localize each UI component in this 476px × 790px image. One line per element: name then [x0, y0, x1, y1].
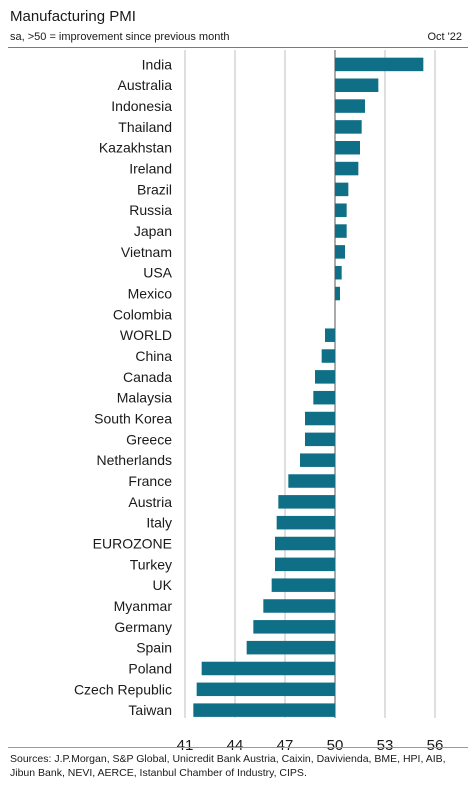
category-label-india: India [142, 56, 173, 72]
x-tick-label-47: 47 [277, 737, 294, 754]
bar-world [325, 328, 335, 342]
category-label-thailand: Thailand [118, 119, 172, 135]
bar-kazakhstan [335, 140, 360, 155]
x-tick-label-53: 53 [377, 737, 394, 754]
bar-myanmar [263, 599, 335, 613]
x-tick-label-50: 50 [327, 737, 344, 754]
bar-uk [271, 578, 335, 592]
category-label-canada: Canada [123, 369, 172, 385]
category-label-myanmar: Myanmar [114, 598, 173, 614]
category-label-poland: Poland [128, 660, 172, 676]
category-label-italy: Italy [146, 515, 172, 531]
bar-australia [335, 78, 379, 92]
x-tick-label-56: 56 [427, 737, 444, 754]
category-label-france: France [128, 473, 172, 489]
bar-taiwan [193, 703, 335, 717]
bar-japan [335, 224, 347, 238]
bar-ireland [335, 161, 359, 176]
category-label-czech-republic: Czech Republic [74, 681, 172, 697]
category-label-world: WORLD [120, 327, 172, 343]
bar-south-korea [305, 411, 335, 426]
category-label-south-korea: South Korea [94, 411, 172, 427]
chart-date: Oct '22 [427, 31, 462, 43]
x-tick-label-44: 44 [227, 737, 244, 754]
category-label-vietnam: Vietnam [121, 244, 172, 260]
category-label-germany: Germany [114, 619, 172, 635]
bar-malaysia [313, 390, 335, 405]
category-label-uk: UK [153, 577, 173, 593]
bar-france [288, 474, 335, 488]
category-label-australia: Australia [118, 77, 173, 93]
bar-china [321, 349, 335, 363]
bar-brazil [335, 182, 349, 197]
bar-italy [276, 515, 335, 530]
bar-thailand [335, 120, 362, 134]
category-label-netherlands: Netherlands [97, 452, 173, 468]
category-label-malaysia: Malaysia [117, 390, 172, 406]
category-label-mexico: Mexico [128, 286, 173, 302]
gridlines [184, 50, 436, 718]
bar-usa [335, 265, 342, 280]
bar-indonesia [335, 99, 365, 113]
category-label-colombia: Colombia [113, 306, 172, 322]
bar-mexico [335, 286, 340, 301]
bar-poland [201, 661, 335, 676]
category-label-japan: Japan [134, 223, 172, 239]
category-label-kazakhstan: Kazakhstan [99, 140, 172, 156]
category-label-indonesia: Indonesia [111, 98, 172, 114]
bar-greece [305, 432, 335, 447]
chart-subtitle: sa, >50 = improvement since previous mon… [10, 31, 230, 43]
category-label-turkey: Turkey [130, 556, 172, 572]
category-label-usa: USA [143, 265, 172, 281]
bar-austria [278, 495, 335, 509]
bar-canada [315, 370, 335, 384]
source-note: Sources: J.P.Morgan, S&P Global, Unicred… [10, 753, 446, 779]
bar-czech-republic [196, 682, 335, 697]
category-label-taiwan: Taiwan [128, 702, 172, 718]
bar-germany [253, 620, 335, 634]
bar-russia [335, 203, 347, 217]
bar-netherlands [300, 453, 335, 467]
bar-india [335, 57, 424, 72]
bar-turkey [275, 557, 335, 572]
bar-vietnam [335, 245, 345, 259]
bottom-divider [8, 747, 468, 748]
category-label-ireland: Ireland [129, 161, 172, 177]
bars [193, 57, 424, 717]
category-label-spain: Spain [136, 640, 172, 656]
bar-eurozone [275, 536, 335, 551]
top-divider [8, 47, 468, 48]
category-label-russia: Russia [129, 202, 172, 218]
bar-spain [246, 640, 335, 655]
category-label-china: China [135, 348, 172, 364]
x-tick-label-41: 41 [177, 737, 194, 754]
category-labels: India Australia Indonesia Thailand Kazakhsta… [74, 56, 173, 718]
category-label-austria: Austria [128, 494, 172, 510]
category-label-greece: Greece [126, 431, 172, 447]
category-label-brazil: Brazil [137, 181, 172, 197]
chart-title: Manufacturing PMI [10, 8, 136, 25]
category-label-eurozone: EUROZONE [93, 536, 172, 552]
x-axis-ticks: 41 44 47 50 53 56 [177, 737, 444, 754]
